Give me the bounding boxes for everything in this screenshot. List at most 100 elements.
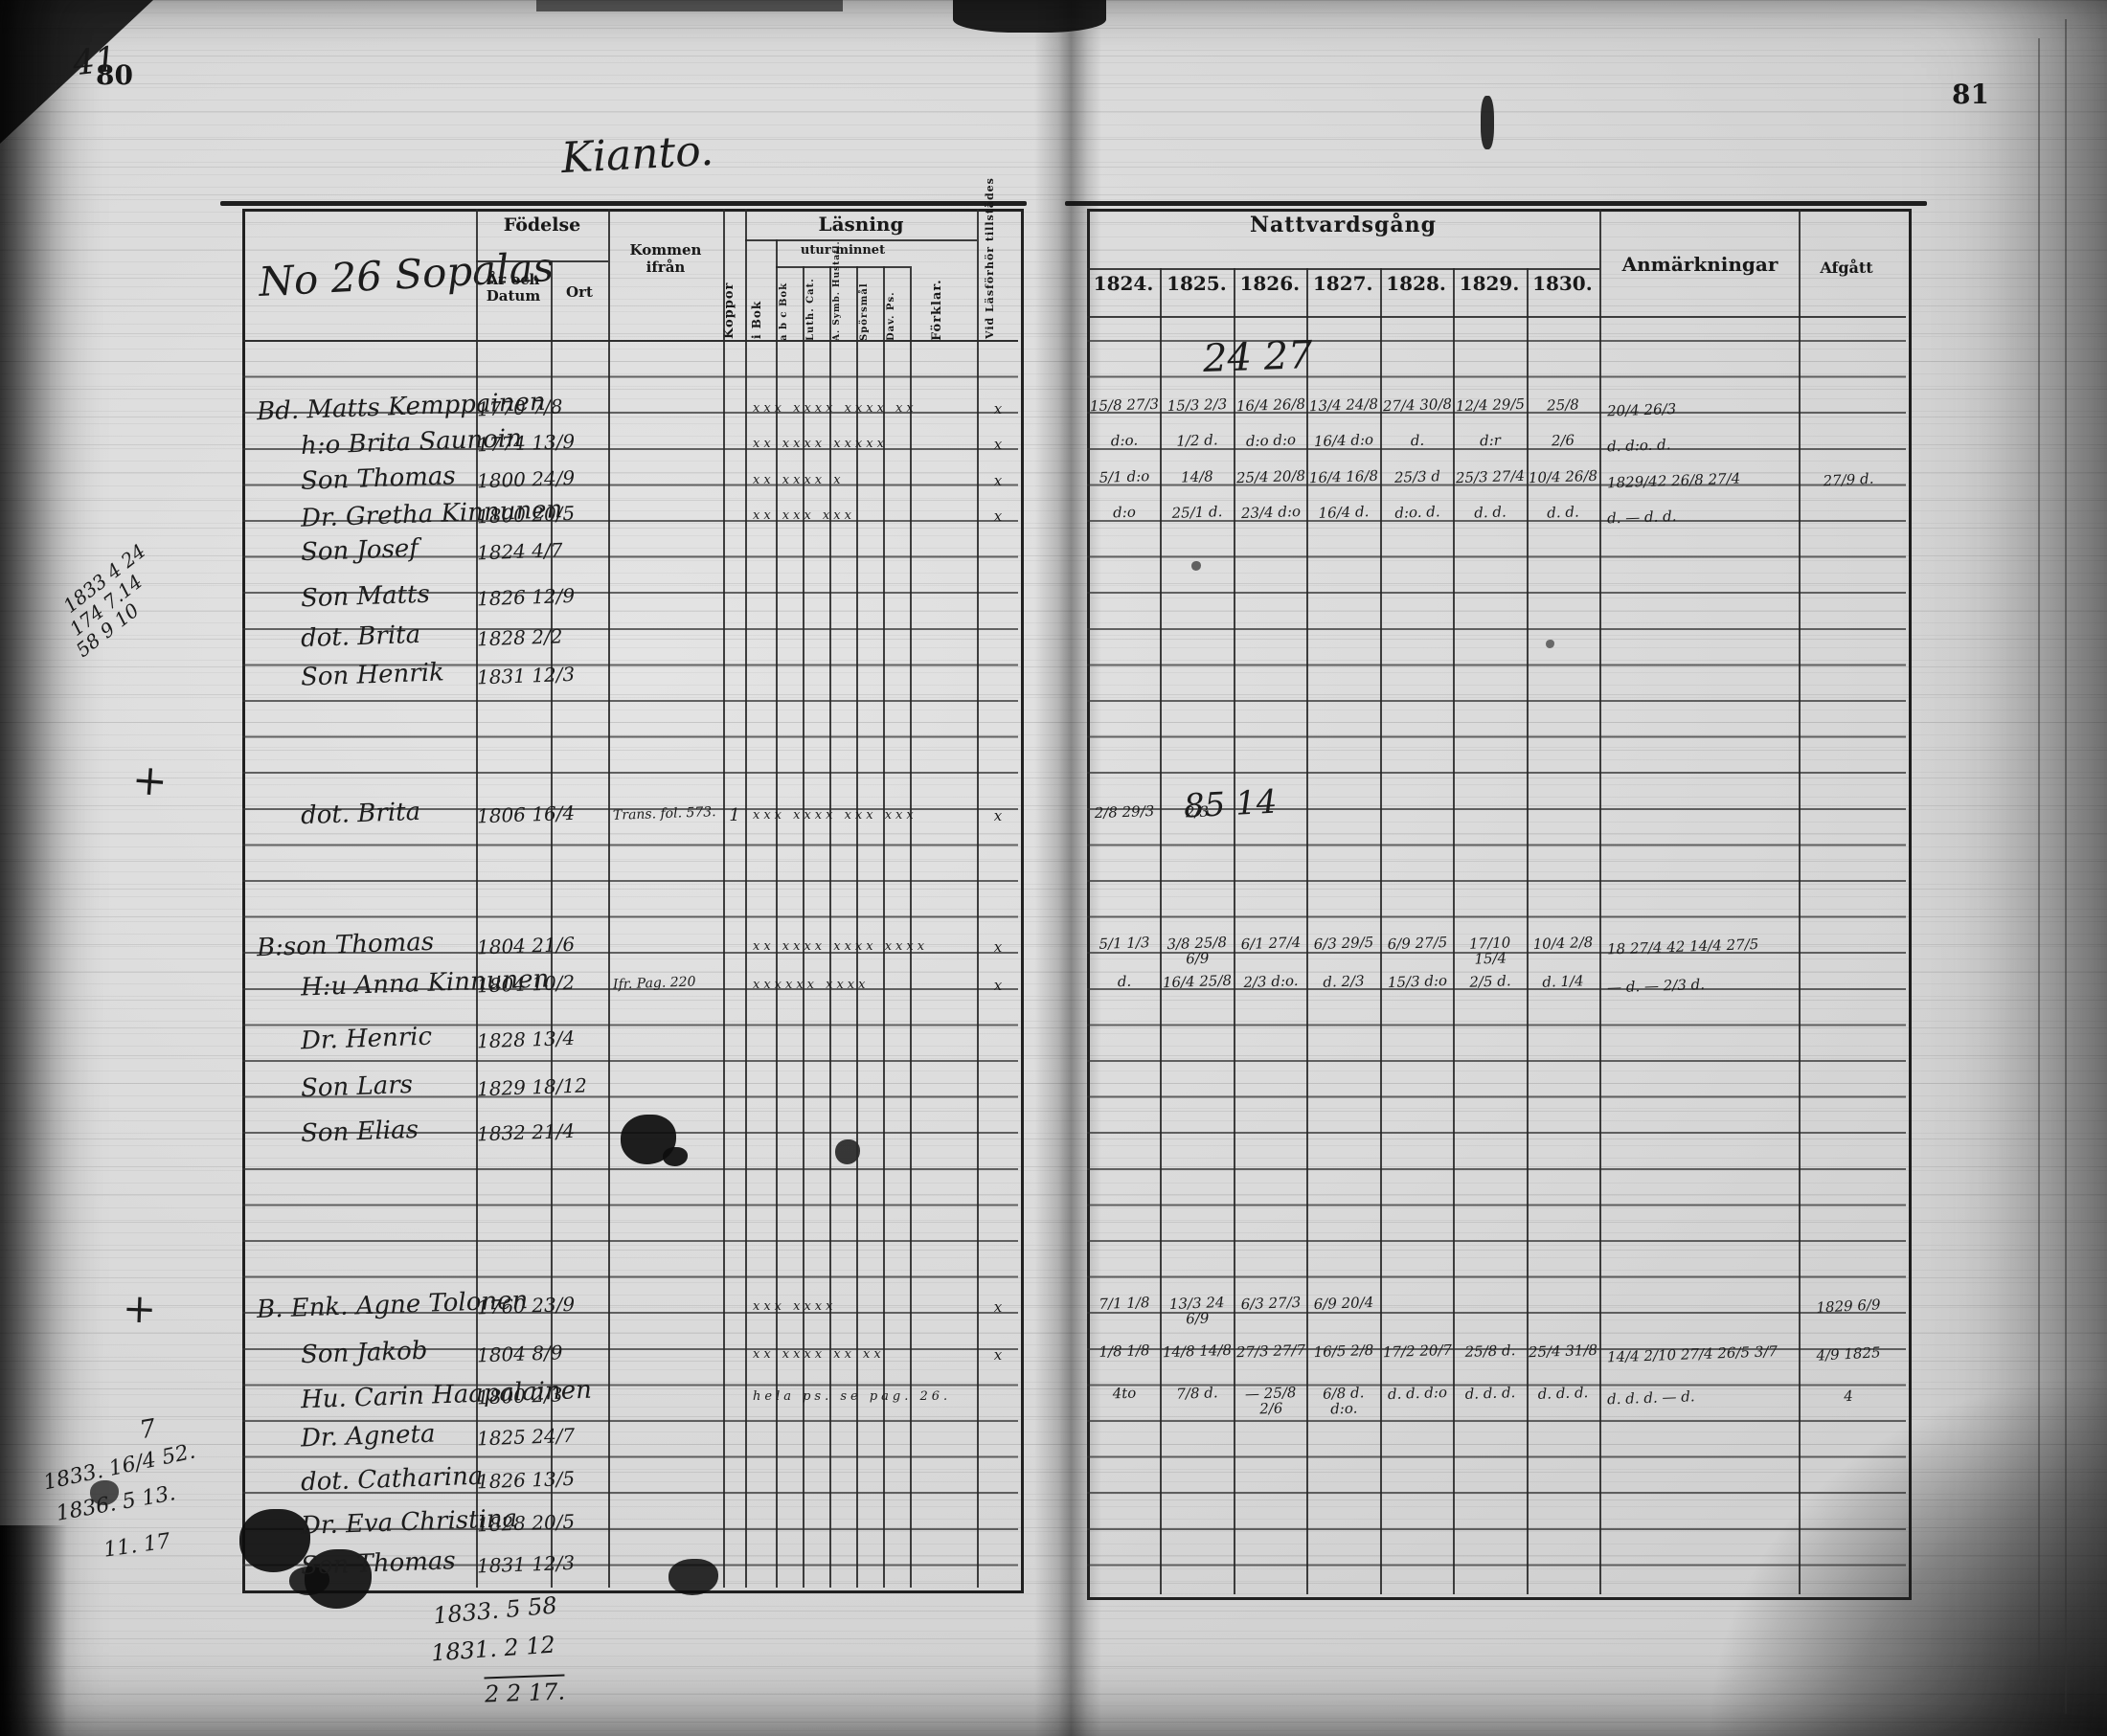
col-header-abc-bok: a b c Bok [779,282,789,341]
communion-cell: 15/8 27/3 [1089,395,1160,416]
communion-cell: 14/8 14/8 [1162,1341,1233,1362]
row-birth-date: 1806 16/4 [476,800,576,828]
row-tillstades-mark: x [993,472,1003,489]
col-header-forklar: Förklar. [930,279,944,341]
communion-cell: 17/2 20/7 [1382,1341,1452,1362]
column-rule [1160,268,1162,1594]
communion-cell: 25/4 20/8 [1235,466,1306,487]
row-name: dot. Brita [300,620,421,654]
communion-cell: — 25/8 2/6 [1244,1384,1297,1418]
communion-cell: 2/8 29/3 [1094,801,1155,823]
row-birth-date: 1828 2/2 [476,624,563,651]
communion-cell: 5/1 1/3 [1099,934,1150,953]
row-reading-marks: xxx xxxx [753,1299,837,1314]
right-table-top-rule [1065,201,1927,206]
communion-cell: 23/4 d:o [1240,502,1302,523]
row-name: Son Lars [300,1070,414,1104]
communion-cell: d. [1410,431,1425,450]
communion-cell: 10/4 26/8 [1528,466,1598,487]
bottom-left-corner-shadow [0,1525,67,1736]
communion-cell: d. [1117,972,1132,991]
communion-cell: d. d. d:o [1387,1383,1447,1404]
communion-cell: 16/4 25/8 [1162,971,1233,992]
col-header-anmarkningar: Anmärkningar [1621,253,1778,276]
column-rule [1306,268,1308,1594]
row-tillstades-mark: x [993,1346,1003,1364]
communion-cell: 13/3 24 6/9 [1169,1294,1226,1328]
row-birth-date: 1832 21/4 [476,1118,576,1146]
communion-cell: d. d. [1473,503,1507,522]
column-rule [803,266,804,1588]
year-header: 1824. [1093,272,1154,295]
col-header-ort: Ort [566,283,593,301]
left-table-row-rules [242,340,1018,1588]
row-tillstades-mark: x [993,977,1003,994]
ink-speck [1546,640,1554,648]
header-rule [776,266,910,268]
communion-cell: d:o. [1110,431,1139,450]
row-tillstades-mark: x [993,436,1003,453]
communion-cell: 6/8 d. d:o. [1322,1384,1365,1418]
communion-cell: 2/5 d. [1469,972,1511,991]
communion-cell: d. d. [1547,503,1580,522]
column-rule [723,209,725,1588]
col-header-a-symb-hustafl: A. Symb. Hustafl. [832,240,842,341]
ink-speck [1191,561,1201,571]
row-reading-marks: xx xxxx xx xx [753,1347,885,1362]
column-rule [1453,268,1455,1594]
row-birth-date: 1828 20/5 [476,1509,576,1537]
col-header-vid-lasforhor-tillstades: Vid Läsförhör tillstädes [984,177,996,339]
row-name: Son Thomas [300,1546,457,1581]
year-header: 1830. [1532,272,1593,295]
column-rule [910,266,912,1588]
row-kommen-note: Ifr. Pag. 220 [612,974,696,993]
communion-cell: d. 2/3 [1323,972,1366,991]
header-rule [745,239,977,241]
script-title-kianto: Kianto. [559,125,715,184]
communion-cell: 1/2 d. [1176,431,1219,450]
row-reading-marks: xxxxxx xxxx [753,978,870,992]
page-edge-line-1 [2038,38,2040,1685]
communion-cell: 6/3 27/3 [1240,1293,1302,1314]
ink-blot [835,1139,860,1164]
communion-cell: 6/1 27/4 [1240,933,1302,954]
column-rule [1599,209,1601,1594]
row-reading-marks: hela ps. se pag. 26. [753,1389,952,1404]
page-number-left: 80 [96,59,133,91]
margin-note: 1831. 2 12 [430,1631,556,1667]
communion-cell: 4to [1112,1384,1137,1403]
ink-blot [663,1147,688,1166]
communion-cell: 27/4 30/8 [1382,395,1452,416]
col-header-ar-och-datum: År och Datum [486,271,541,305]
margin-note: 41 [70,39,119,84]
communion-cell: d. d. d. [1464,1384,1516,1403]
column-rule [551,260,553,1588]
communion-cell: d:r [1479,431,1502,450]
row-birth-date: 1774 13/9 [476,429,576,457]
margin-note: 24 27 [1202,333,1314,381]
communion-cell: 5/1 d:o [1099,467,1150,486]
margin-note: 1833. 5 58 [432,1591,558,1630]
year-header: 1829. [1459,272,1520,295]
row-birth-date: 1826 13/5 [476,1466,576,1494]
header-rule [242,340,1018,342]
communion-cell: 16/4 16/8 [1308,466,1379,487]
right-table-row-rules [1087,340,1906,1594]
communion-cell: 14/8 [1181,467,1214,486]
communion-cell: 6/9 20/4 [1313,1293,1374,1314]
row-name: Dr. Henric [300,1022,433,1056]
row-tillstades-mark: x [993,807,1003,824]
header-rule [1087,268,1599,270]
year-header: 1825. [1167,272,1227,295]
page-edge-line-2 [2065,19,2067,1714]
year-header: 1828. [1386,272,1446,295]
row-reading-marks: xxx xxxx xxxx xx [753,401,918,416]
communion-cell: 27/3 27/7 [1235,1341,1306,1362]
col-header-fodelse: Födelse [503,214,581,236]
col-header-lasning: Läsning [818,213,904,236]
row-name: Son Jakob [300,1336,428,1370]
row-birth-date: 1760 23/9 [476,1292,576,1319]
communion-cell: 6/3 29/5 [1313,933,1374,954]
column-rule [856,266,858,1588]
communion-cell: 16/4 26/8 [1235,395,1306,416]
